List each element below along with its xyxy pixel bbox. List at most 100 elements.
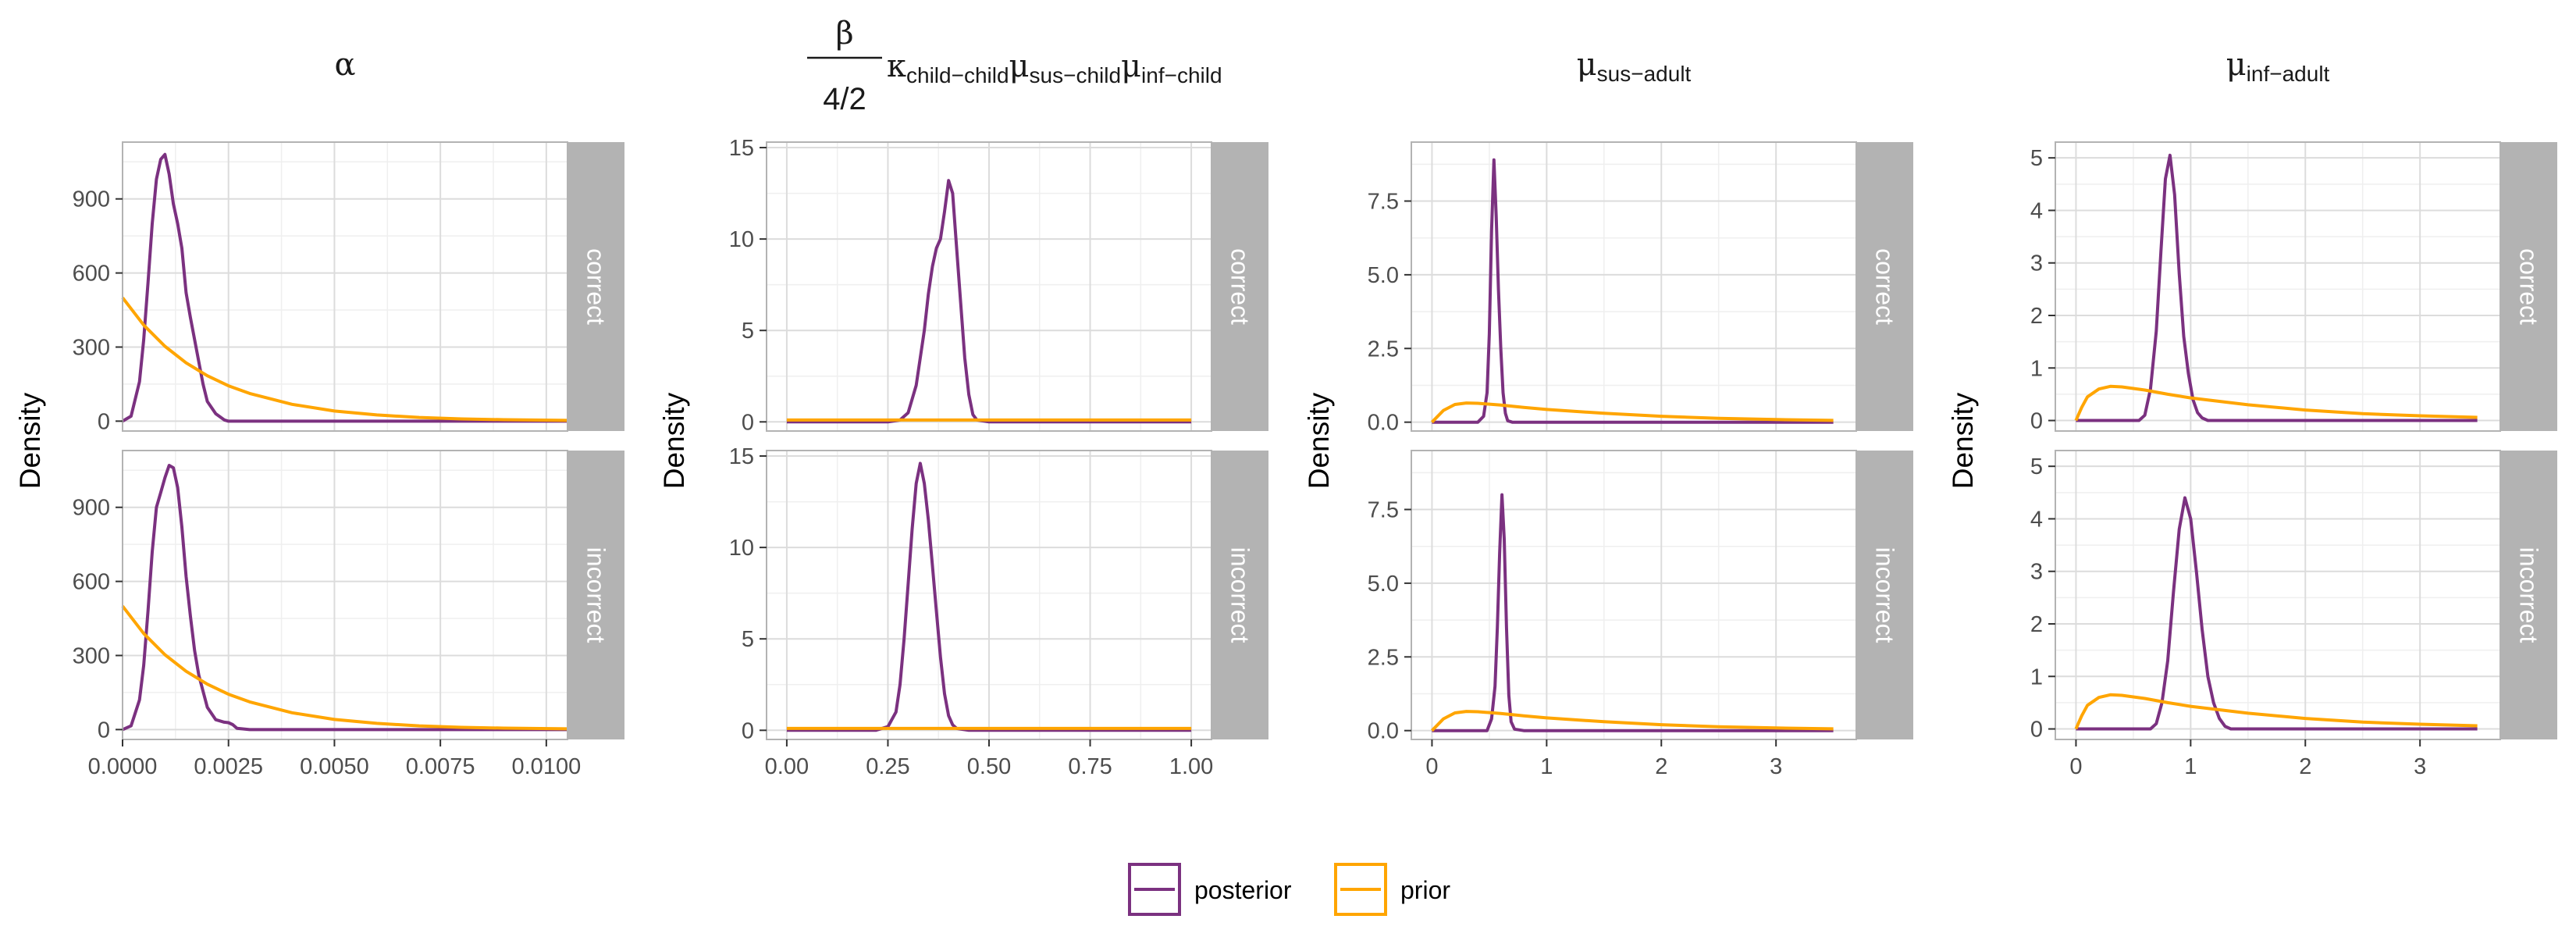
title-mu2-sub: inf−child — [1141, 63, 1222, 87]
y-tick-label: 0 — [742, 410, 754, 435]
x-tick-label: 1 — [2184, 754, 2197, 779]
facet-strip — [2500, 451, 2557, 739]
posterior-line — [121, 152, 568, 423]
chart-title: α — [334, 47, 355, 83]
title-product: κchild−childμsus−childμinf−child — [887, 48, 1222, 87]
title-kappa-sub: child−child — [906, 63, 1009, 87]
y-tick-label: 15 — [729, 444, 754, 469]
x-tick-label: 0.0050 — [300, 754, 369, 779]
y-tick-label: 600 — [73, 262, 110, 287]
x-tick-label: 0.0075 — [406, 754, 475, 779]
y-tick-label: 0.0 — [1368, 411, 1399, 436]
y-tick-label: 2 — [2030, 612, 2043, 637]
title-kappa: κ — [887, 48, 906, 84]
x-tick-label: 0.25 — [866, 754, 909, 779]
facet-strip-label: incorrect — [1871, 547, 1899, 643]
facet-strip — [568, 142, 624, 431]
facet-strip-label: correct — [1871, 248, 1899, 325]
y-tick-label: 300 — [73, 335, 110, 360]
chart-title: μinf−adult — [2226, 47, 2330, 86]
chart-2: μsus−adultDensitycorrect0.02.55.07.5inco… — [1303, 47, 1913, 779]
title-subscript: sus−adult — [1597, 62, 1692, 86]
y-tick-label: 5.0 — [1368, 572, 1399, 597]
facet-strip-label: correct — [1226, 248, 1254, 325]
posterior-line — [2076, 496, 2478, 731]
x-tick-label: 3 — [1770, 754, 1782, 779]
legend-label: prior — [1400, 876, 1450, 904]
y-axis-label: Density — [1947, 392, 1979, 489]
y-tick-label: 5 — [742, 319, 754, 344]
y-tick-label: 10 — [729, 536, 754, 561]
panel-border — [122, 141, 568, 432]
prior-line — [121, 604, 568, 731]
posterior-line — [1432, 493, 1834, 732]
y-tick-label: 0.0 — [1368, 719, 1399, 744]
title-mu2: μ — [1121, 48, 1141, 84]
title-mu1-sub: sus−child — [1030, 63, 1122, 87]
prior-line — [121, 296, 568, 422]
x-tick-label: 1 — [1540, 754, 1553, 779]
chart-3: μinf−adult Density correct 0 1 2 3 4 5 incorrect 0… — [1947, 47, 2557, 779]
y-tick-label: 0 — [98, 718, 110, 743]
title-subscript: inf−adult — [2247, 62, 2330, 86]
y-tick-label: 3 — [2030, 251, 2043, 276]
y-tick-label: 0 — [2030, 718, 2043, 743]
y-tick-label: 2.5 — [1368, 337, 1399, 362]
y-axis-label: Density — [658, 392, 690, 489]
panel-correct: correct 0 300 600 900 — [73, 141, 624, 434]
y-tick-label: 4 — [2030, 507, 2043, 532]
panel-incorrect: incorrect 0.0 2.5 5.0 7.5 0 1 2 3 — [1368, 450, 1913, 779]
posterior-line — [786, 179, 1192, 424]
y-tick-label: 3 — [2030, 560, 2043, 585]
y-tick-label: 5.0 — [1368, 263, 1399, 288]
facet-charts: αDensitycorrect0300600900incorrect030060… — [14, 16, 2557, 779]
facet-strip — [1212, 142, 1268, 431]
panel-correct: correct 0.0 2.5 5.0 7.5 — [1368, 141, 1913, 436]
y-tick-label: 5 — [2030, 454, 2043, 479]
posterior-line — [2076, 153, 2478, 422]
prior-line — [1430, 710, 1834, 732]
chart-0: α Density correct 0 300 600 900 incorrect 0 300 60… — [14, 47, 624, 779]
grid — [122, 142, 568, 431]
y-tick-label: 1 — [2030, 664, 2043, 689]
x-tick-label: 0.0100 — [512, 754, 582, 779]
legend-item-prior: prior — [1334, 863, 1450, 916]
y-tick-label: 0 — [2030, 409, 2043, 434]
posterior-line — [1432, 158, 1834, 424]
y-tick-label: 0 — [98, 409, 110, 434]
y-tick-label: 2 — [2030, 304, 2043, 329]
x-tick-label: 2 — [2299, 754, 2311, 779]
y-axis-label: Density — [14, 392, 46, 489]
y-tick-label: 5 — [742, 627, 754, 652]
panel-border — [1411, 141, 1857, 432]
facet-strip — [2500, 142, 2557, 431]
panel-incorrect: incorrect 0 5 10 15 0.00 0.25 0.50 0.75 1.00 — [729, 444, 1268, 779]
facet-strip — [1856, 142, 1913, 431]
x-tick-label: 1.00 — [1169, 754, 1213, 779]
panel-correct: correct 0 1 2 3 4 5 — [2030, 141, 2557, 434]
prior-line — [2074, 693, 2478, 730]
facet-strip — [1212, 451, 1268, 739]
facet-strip-label: incorrect — [582, 547, 610, 643]
x-tick-label: 0.0025 — [194, 754, 263, 779]
panel-correct: correct 0 5 10 15 — [729, 136, 1268, 435]
x-tick-label: 2 — [1655, 754, 1667, 779]
y-axis-label: Density — [1303, 392, 1335, 489]
legend: posterior prior — [1128, 863, 1450, 916]
facet-strip-label: incorrect — [1226, 547, 1254, 643]
y-tick-label: 7.5 — [1368, 498, 1399, 523]
x-tick-label: 0.00 — [765, 754, 809, 779]
posterior-line — [786, 461, 1192, 732]
grid — [767, 142, 1212, 431]
title-numerator: β — [835, 16, 853, 52]
y-tick-label: 15 — [729, 136, 754, 161]
facet-strip-label: correct — [2515, 248, 2543, 325]
prior-line — [2074, 384, 2478, 422]
panel-incorrect: incorrect 0 1 2 3 4 5 0 1 2 3 — [2030, 450, 2557, 779]
x-tick-label: 0 — [1425, 754, 1438, 779]
panel-incorrect: incorrect 0 300 600 900 0.0000 0.0025 0.0050 0.0… — [73, 450, 624, 779]
x-tick-label: 3 — [2414, 754, 2426, 779]
y-tick-label: 0 — [742, 718, 754, 743]
